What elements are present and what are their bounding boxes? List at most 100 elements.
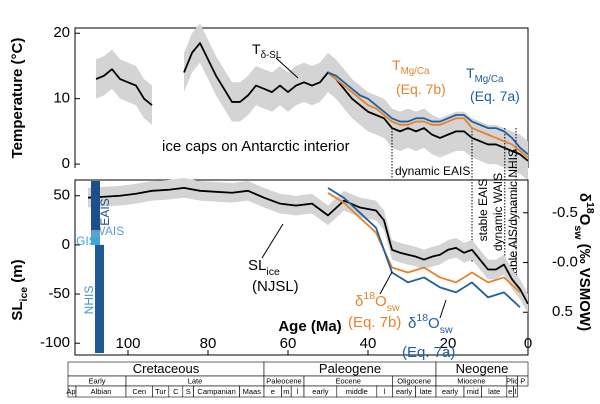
x-tick-label: 0 (524, 335, 532, 352)
timescale-label: Miocene (457, 376, 485, 385)
ice-bar (91, 180, 100, 231)
text-part: SL (9, 301, 26, 320)
series-line (95, 42, 529, 162)
annotation: (Eq. 7a) (470, 88, 520, 104)
y2-axis-label: δ18Osw (‰ VSMOW) (572, 193, 596, 331)
text-part: 18 (363, 290, 375, 302)
y-tick-label: 0 (62, 236, 70, 253)
y-tick-label: -100 (40, 334, 70, 351)
text-part: δ-SL (261, 50, 282, 61)
timescale-cell (517, 375, 529, 387)
text-part: (Eq. 7a) (470, 88, 520, 104)
annotation-arrow (379, 271, 393, 295)
timescale-label: early (312, 387, 329, 396)
timescale-label: early (396, 387, 413, 396)
text-part: δ (355, 293, 363, 310)
text-part: stable AIS/dynamic NHIS (506, 149, 520, 283)
timescale-label: C (173, 387, 179, 396)
panel-frame (74, 27, 529, 168)
uncertainty-band (88, 178, 528, 314)
text-part: T (392, 57, 401, 73)
timescale-label: mid (467, 387, 479, 396)
text-part: (Eq. 7b) (396, 81, 446, 97)
text-part: 18 (416, 312, 428, 324)
annotation-arrow (439, 299, 447, 319)
y-tick-label: 20 (53, 24, 70, 41)
text-part: stable EAIS (476, 179, 490, 242)
text-part: sw (572, 225, 584, 240)
timescale-label: Apt (66, 387, 78, 396)
text-part: dynamic WAIS (491, 173, 505, 251)
text-part: (m) (9, 259, 26, 287)
y-tick-label: 0 (62, 155, 70, 172)
text-part: δ (408, 315, 416, 332)
timescale-label: Cretaceous (133, 361, 200, 376)
timescale-label: S (186, 387, 191, 396)
timescale-label: Plio (506, 376, 519, 385)
text-part: T (466, 65, 475, 81)
timescale-label: Campanian (197, 387, 235, 396)
timescale-label: Late (188, 376, 203, 385)
text-part: O (428, 315, 440, 332)
annotation: ice caps on Antarctic interior (162, 138, 350, 155)
text-part: (NJSL) (252, 278, 299, 295)
x-tick-label: 60 (280, 335, 297, 352)
timescale-label: middle (346, 387, 368, 396)
x-tick-label: 100 (115, 335, 140, 352)
annotation-arrow (261, 223, 284, 259)
panel-frame (74, 179, 529, 356)
ice-bar (91, 238, 100, 245)
annotation: (NJSL) (252, 278, 299, 295)
text-part: sw (440, 324, 453, 336)
x-axis-label: Age (Ma) (278, 318, 341, 335)
text-part: ice (266, 266, 280, 278)
text-part: O (576, 214, 593, 226)
annotation-arrow (275, 57, 299, 79)
timescale-label: Oligocene (397, 376, 431, 385)
timescale-label: P (520, 376, 525, 385)
timescale-label: Maas (243, 387, 262, 396)
uncertainty-band (96, 49, 152, 125)
y2-tick-label: -0.5 (552, 204, 578, 221)
series-line (327, 71, 529, 159)
timescale-label: Early (88, 376, 105, 385)
ice-bar-label: EAIS (98, 198, 112, 225)
series-line (87, 186, 529, 305)
annotation: TMg/Ca (392, 57, 430, 77)
annotation: (Eq. 7b) (348, 314, 401, 331)
text-part: ice (18, 287, 30, 302)
text-part: T (252, 41, 261, 57)
timescale-label: Paleogene (319, 361, 381, 376)
series-line (327, 192, 521, 294)
annotation: TMg/Ca (466, 65, 504, 85)
annotation: dynamic WAIS (491, 173, 505, 251)
series-line (327, 187, 521, 308)
text-part: O (375, 293, 387, 310)
annotation: stable AIS/dynamic NHIS (506, 149, 520, 283)
text-part: Mg/Ca (401, 66, 430, 77)
timescale-label: e (271, 387, 275, 396)
text-part: ice caps on Antarctic interior (162, 138, 350, 155)
text-part: (‰ VSMOW) (576, 239, 593, 331)
series-line (327, 71, 529, 155)
timescale-label: Albian (91, 387, 112, 396)
text-part: (Eq. 7a) (402, 344, 455, 361)
timescale-label: Neogene (456, 361, 509, 376)
annotation: stable EAIS (476, 179, 490, 242)
annotation: dynamic EAIS (395, 164, 470, 178)
text-part: sw (387, 302, 400, 314)
text-part: (Eq. 7b) (348, 314, 401, 331)
timescale-label: late (420, 387, 432, 396)
x-tick-label: 20 (440, 335, 457, 352)
annotation: δ18Osw (355, 290, 400, 314)
timescale-label: early (442, 387, 459, 396)
y2-tick-label: 0.5 (552, 303, 573, 320)
timescale-label: Eocene (335, 376, 360, 385)
timescale-label: l (515, 387, 517, 396)
ice-bar (91, 230, 100, 239)
annotation: Tδ-SL (252, 41, 282, 61)
text-part: SL (248, 257, 266, 274)
y-tick-label: 10 (53, 90, 70, 107)
timescale-label: Paleocene (266, 376, 301, 385)
